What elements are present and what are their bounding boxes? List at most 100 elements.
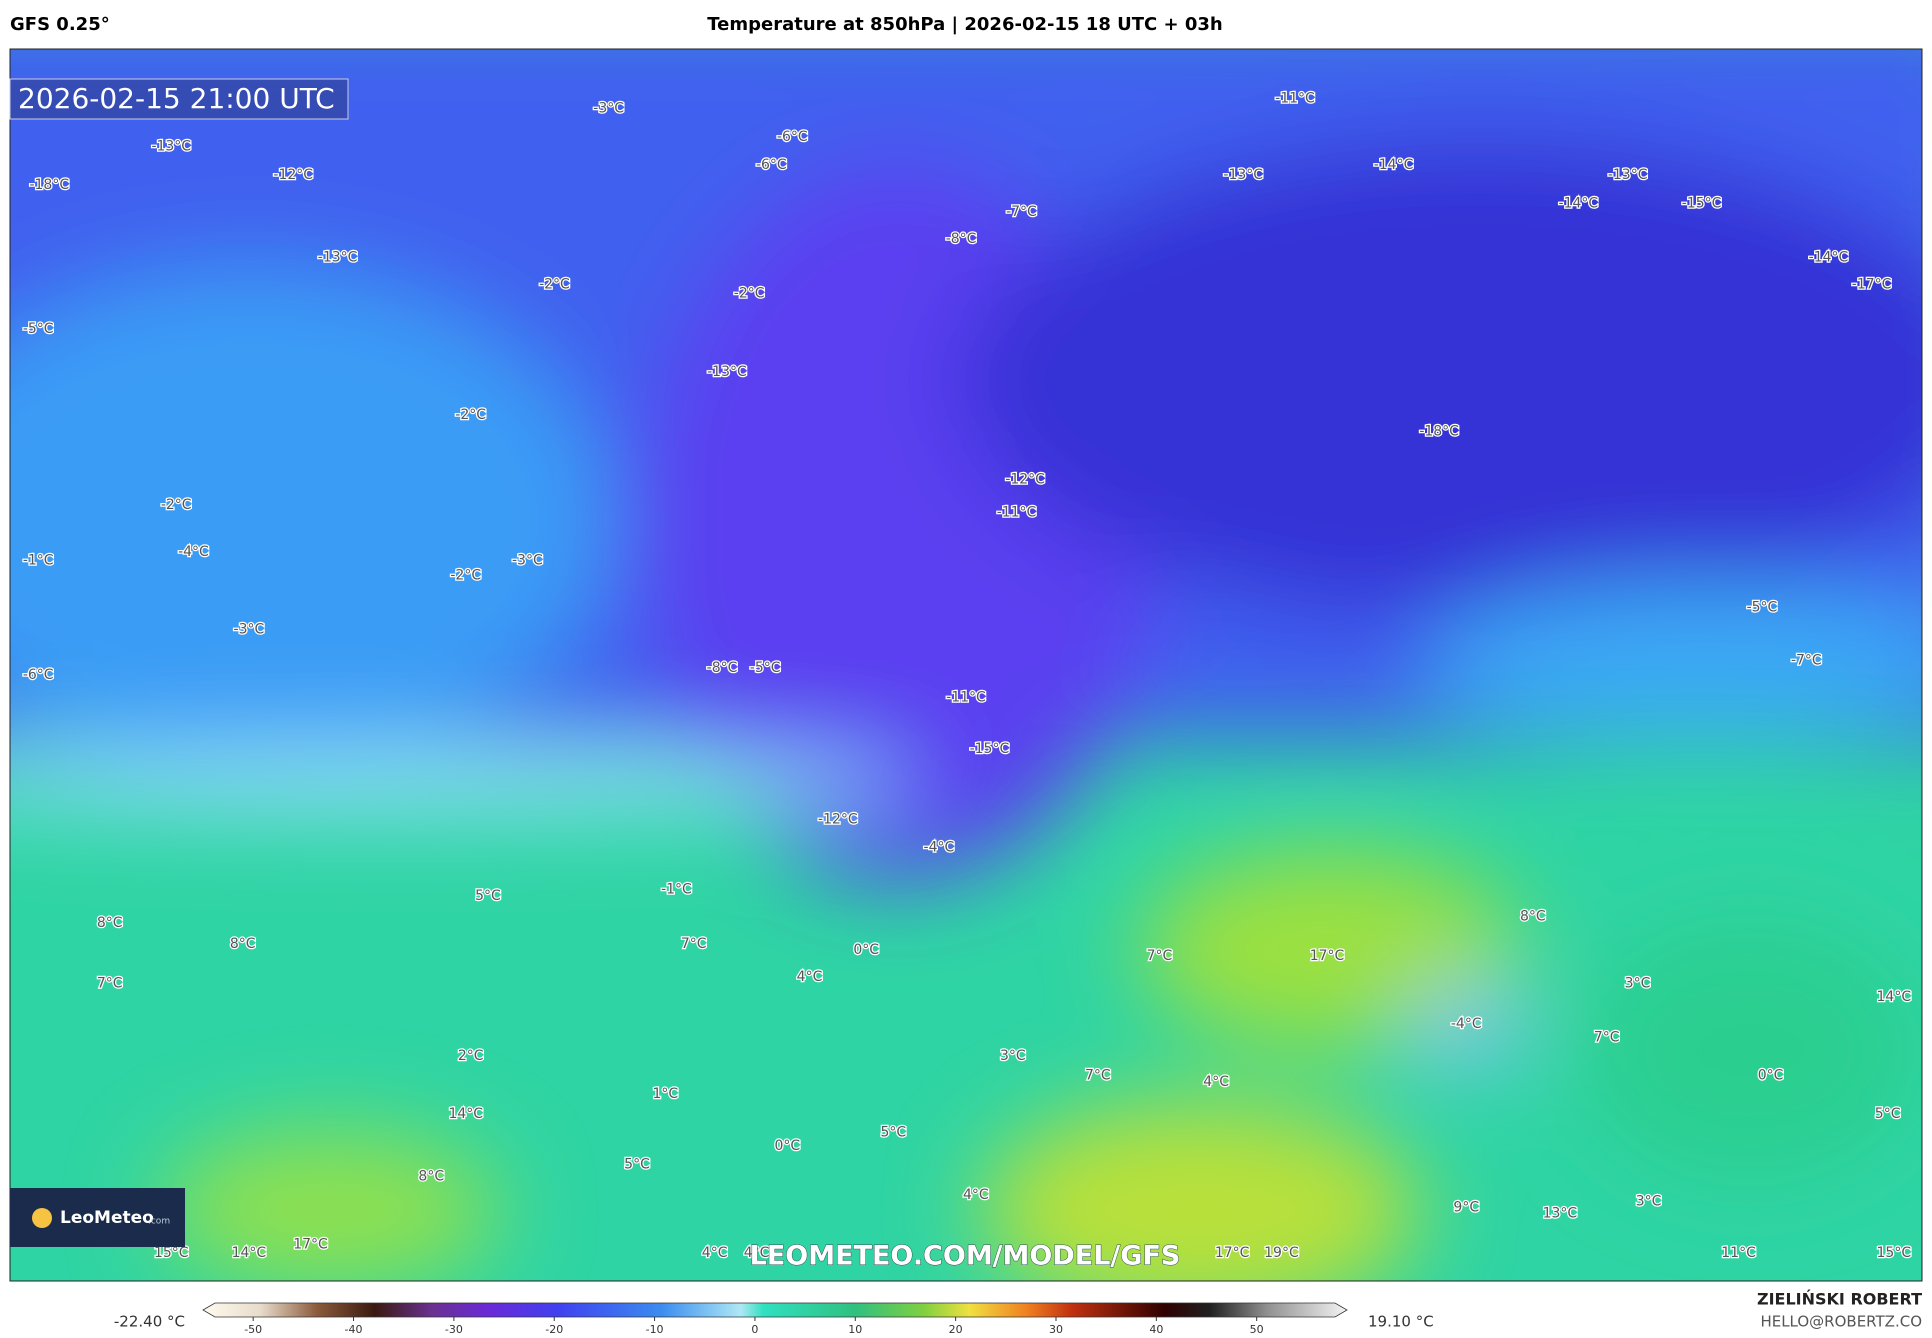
temperature-label: -6°C bbox=[23, 667, 54, 683]
colorbar-tick-label: 20 bbox=[949, 1323, 963, 1336]
colorbar-tick-label: -50 bbox=[244, 1323, 262, 1336]
temperature-label: -4°C bbox=[178, 544, 209, 560]
temperature-label: 7°C bbox=[1085, 1068, 1111, 1084]
temperature-label: -12°C bbox=[818, 811, 858, 827]
temperature-label: 8°C bbox=[1520, 909, 1546, 925]
temperature-label: 3°C bbox=[1000, 1048, 1026, 1064]
temperature-label: -3°C bbox=[234, 622, 265, 638]
temperature-label: 4°C bbox=[797, 969, 823, 985]
temperature-label: -11°C bbox=[997, 505, 1037, 521]
temperature-label: -18°C bbox=[29, 177, 69, 193]
colorbar: -50 -40 -30 -20 -10 0 10 20 30 40 50 bbox=[202, 1302, 1348, 1336]
temperature-label: 4°C bbox=[1203, 1074, 1229, 1090]
temperature-label: -7°C bbox=[1791, 652, 1822, 668]
temperature-label: -12°C bbox=[273, 167, 313, 183]
temperature-label: -13°C bbox=[707, 364, 747, 380]
temperature-label: -12°C bbox=[1005, 471, 1045, 487]
temperature-label: 7°C bbox=[1594, 1029, 1620, 1045]
temperature-label: 4°C bbox=[744, 1245, 770, 1261]
temperature-label: 4°C bbox=[963, 1187, 989, 1203]
temperature-label: 8°C bbox=[230, 936, 256, 952]
temperature-label: 17°C bbox=[1215, 1245, 1250, 1261]
temperature-label: 5°C bbox=[624, 1156, 650, 1172]
timestamp: 2026-02-15 21:00 UTC bbox=[18, 82, 335, 115]
temperature-label: -6°C bbox=[756, 157, 787, 173]
temperature-label: 8°C bbox=[97, 915, 123, 931]
watermark: LEOMETEO.COM/MODEL/GFS bbox=[750, 1241, 1181, 1272]
temperature-label: 3°C bbox=[1625, 975, 1651, 991]
model-name: GFS 0.25° bbox=[10, 14, 110, 35]
temperature-label: 0°C bbox=[1758, 1068, 1784, 1084]
temperature-label: 15°C bbox=[154, 1245, 189, 1261]
temperature-label: -1°C bbox=[23, 553, 54, 569]
timestamp-box bbox=[9, 78, 349, 120]
temperature-label: 14°C bbox=[232, 1245, 267, 1261]
temperature-label: -13°C bbox=[1223, 167, 1263, 183]
colorbar-tick-label: -20 bbox=[545, 1323, 563, 1336]
temperature-label: 1°C bbox=[653, 1086, 679, 1102]
temperature-label: -4°C bbox=[924, 840, 955, 856]
map-frame bbox=[9, 48, 1923, 1282]
temperature-label: -8°C bbox=[707, 660, 738, 676]
email: HELLO@ROBERTZ.CO bbox=[1760, 1313, 1922, 1331]
temperature-label: -5°C bbox=[750, 660, 781, 676]
temperature-label: -13°C bbox=[151, 139, 191, 155]
temperature-label: 4°C bbox=[702, 1245, 728, 1261]
temperature-label: -2°C bbox=[539, 277, 570, 293]
temperature-label: -2°C bbox=[734, 285, 765, 301]
temperature-label: 2°C bbox=[458, 1048, 484, 1064]
min-value: -22.40 °C bbox=[114, 1313, 185, 1331]
temperature-label: -15°C bbox=[970, 741, 1010, 757]
temperature-label: -8°C bbox=[946, 231, 977, 247]
colorbar-scale bbox=[202, 1302, 1348, 1318]
temperature-label: 17°C bbox=[1310, 948, 1345, 964]
temperature-label: 9°C bbox=[1453, 1200, 1479, 1216]
map-title: Temperature at 850hPa | 2026-02-15 18 UT… bbox=[707, 14, 1222, 35]
colorbar-tick-label: 30 bbox=[1049, 1323, 1063, 1336]
temperature-label: 15°C bbox=[1877, 1245, 1912, 1261]
temperature-label: -18°C bbox=[1419, 423, 1459, 439]
temperature-label: -1°C bbox=[661, 882, 692, 898]
author: ZIELIŃSKI ROBERT bbox=[1757, 1290, 1922, 1309]
max-value: 19.10 °C bbox=[1368, 1313, 1434, 1331]
temperature-label: 7°C bbox=[1147, 948, 1173, 964]
map-labels: -3°C -6°C -6°C -13°C -12°C -18°C -13°C -2°C -5°C… bbox=[22, 89, 1913, 1262]
logo-suffix: .com bbox=[148, 1217, 170, 1227]
colorbar-tick-label: -30 bbox=[445, 1323, 463, 1336]
temperature-label: -3°C bbox=[593, 100, 624, 116]
temperature-label: -4°C bbox=[1451, 1016, 1482, 1032]
temperature-label: -11°C bbox=[946, 689, 986, 705]
colorbar-tick-label: 10 bbox=[848, 1323, 862, 1336]
temperature-label: -13°C bbox=[318, 250, 358, 266]
temperature-label: 0°C bbox=[853, 942, 879, 958]
temperature-label: -2°C bbox=[450, 567, 481, 583]
temperature-label: 5°C bbox=[475, 888, 501, 904]
colorbar-tick-label: -10 bbox=[646, 1323, 664, 1336]
temperature-label: 13°C bbox=[1543, 1206, 1578, 1222]
temperature-label: 7°C bbox=[681, 936, 707, 952]
temperature-label: 5°C bbox=[1875, 1106, 1901, 1122]
temperature-label: 7°C bbox=[97, 975, 123, 991]
temperature-label: 0°C bbox=[774, 1138, 800, 1154]
temperature-label: 5°C bbox=[880, 1124, 906, 1140]
temperature-label: -2°C bbox=[455, 407, 486, 423]
temperature-label: -7°C bbox=[1006, 204, 1037, 220]
temperature-label: -14°C bbox=[1559, 195, 1599, 211]
temperature-label: 11°C bbox=[1721, 1245, 1756, 1261]
temperature-label: -5°C bbox=[23, 321, 54, 337]
temperature-label: -14°C bbox=[1809, 250, 1849, 266]
temperature-label: -17°C bbox=[1852, 277, 1892, 293]
temperature-label: -3°C bbox=[512, 553, 543, 569]
colorbar-tick-label: 0 bbox=[751, 1323, 758, 1336]
colorbar-tick-label: -40 bbox=[345, 1323, 363, 1336]
temperature-label: 14°C bbox=[1877, 989, 1912, 1005]
temperature-label: 14°C bbox=[448, 1106, 483, 1122]
temperature-label: -15°C bbox=[1682, 195, 1722, 211]
logo-name: LeoMeteo bbox=[60, 1208, 154, 1228]
colorbar-tick-label: 40 bbox=[1149, 1323, 1163, 1336]
logo-sun bbox=[32, 1208, 52, 1228]
temperature-label: 17°C bbox=[293, 1236, 328, 1252]
temperature-label: 8°C bbox=[418, 1169, 444, 1185]
